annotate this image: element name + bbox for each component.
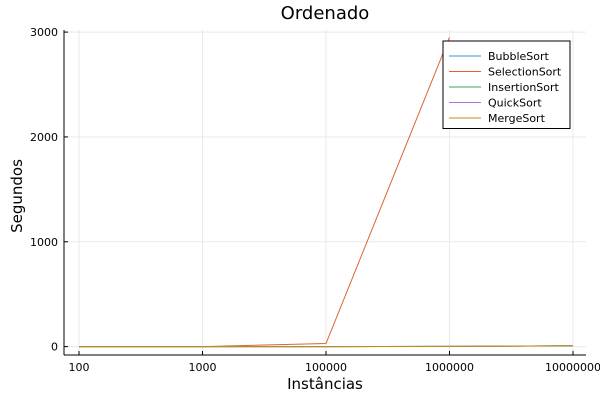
x-tick-label: 100000 [305, 361, 347, 374]
plot-area [79, 37, 574, 348]
y-tick-label: 1000 [30, 236, 58, 249]
y-tick-label: 0 [51, 341, 58, 354]
legend-entry: InsertionSort [488, 81, 560, 94]
legend-entry: MergeSort [488, 112, 546, 125]
chart-title: Ordenado [281, 3, 370, 24]
legend-entry: QuickSort [488, 97, 542, 110]
x-tick-label: 100 [69, 361, 90, 374]
x-axis-label: Instâncias [287, 375, 363, 393]
x-tick-label: 1000 [189, 361, 217, 374]
series-line-selectionsort [79, 37, 450, 348]
x-tick-label: 1000000 [425, 361, 474, 374]
x-tick-label: 10000000 [545, 361, 600, 374]
axes [63, 30, 586, 356]
y-tick-label: 3000 [30, 26, 58, 39]
tick-labels: 100 1000 100000 1000000 10000000 0 1000 2000 300… [30, 26, 600, 374]
legend-entry: BubbleSort [488, 50, 550, 63]
y-axis-label: Segundos [8, 159, 26, 233]
series-line-mergesort [79, 345, 574, 348]
legend-entry: SelectionSort [488, 66, 562, 79]
y-tick-label: 2000 [30, 131, 58, 144]
legend: BubbleSort SelectionSort InsertionSort Quic… [442, 40, 571, 129]
